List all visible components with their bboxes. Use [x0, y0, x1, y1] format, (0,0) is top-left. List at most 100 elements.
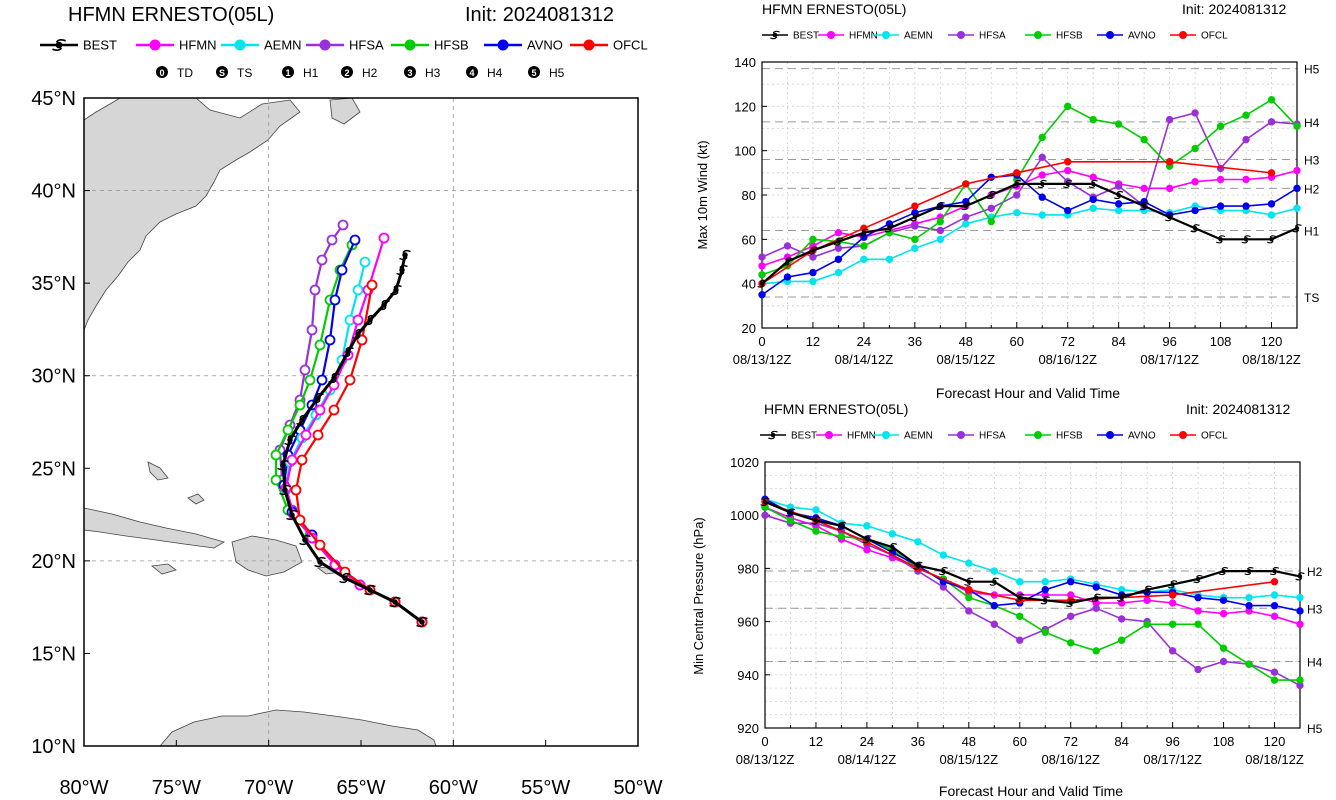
- series-point-aemn: [1041, 578, 1049, 586]
- x-date-label: 08/15/12Z: [940, 752, 999, 767]
- series-point-best: [1244, 567, 1254, 576]
- series-point-hfmn: [758, 262, 766, 270]
- series-point-hfsb: [809, 235, 817, 244]
- series-point-best-core: [1014, 181, 1019, 187]
- series-point-best-arm-lower: [1244, 572, 1252, 576]
- series-point-best-arm-upper: [1043, 596, 1050, 599]
- series-line-avno: [761, 174, 1298, 296]
- series-point-best-core: [836, 239, 841, 244]
- map-best-track-symbol-core: [399, 267, 405, 273]
- series-point-best-arm-upper: [1065, 179, 1073, 183]
- series-point-best-arm-upper: [1145, 585, 1152, 589]
- series-point-hfmn: [1219, 609, 1228, 618]
- map-lon-label: 60°W: [429, 777, 478, 799]
- series-point-best: [782, 257, 793, 266]
- series-point-best: [785, 508, 796, 517]
- series-point-hfsa: [1267, 118, 1276, 126]
- series-point-best-arm-upper: [839, 521, 847, 525]
- series-point-best-core: [963, 203, 969, 209]
- map-best-track-symbol-arm-upper: [381, 300, 390, 304]
- series-point-best: [1040, 596, 1050, 605]
- map-grid: [84, 98, 638, 746]
- category-label: H5: [1307, 722, 1323, 736]
- legend-label-aemn: AEMN: [904, 31, 933, 42]
- series-point-avno: [1038, 193, 1046, 201]
- series-point-aemn: [1296, 593, 1304, 602]
- series-point-best-arm-lower: [1114, 196, 1121, 199]
- series-point-best: [935, 202, 945, 211]
- series-point-best-arm-lower: [859, 234, 866, 237]
- series-point-best: [1142, 585, 1152, 594]
- map-title: HFMN ERNESTO(05L): [68, 4, 274, 26]
- series-point-best-arm-lower: [785, 514, 793, 517]
- series-point-aemn: [812, 506, 820, 514]
- series-point-aemn: [965, 559, 973, 567]
- series-point-best: [808, 246, 818, 255]
- category-label: H2: [1307, 565, 1323, 579]
- series-point-best: [989, 577, 999, 586]
- series-point-best-arm-upper: [1246, 567, 1254, 570]
- series-point-hfsb: [837, 532, 846, 541]
- map-best-track-symbol-arm-lower: [299, 541, 308, 545]
- series-point-best-core: [1093, 595, 1099, 600]
- series-point-best-arm-upper: [1221, 567, 1229, 570]
- x-tick-label: 0: [758, 334, 765, 349]
- series-point-best: [862, 535, 872, 544]
- series-point-best-arm-upper: [759, 279, 767, 283]
- map-best-track-symbol: [390, 285, 402, 295]
- series-point-best: [1088, 179, 1098, 188]
- map-track-point-avno: [349, 234, 361, 246]
- map-best-track-symbol-core: [342, 575, 348, 581]
- x-date-label: 08/16/12Z: [1038, 352, 1097, 367]
- series-point-best-core: [1297, 574, 1303, 579]
- series-point-hfmn: [1140, 184, 1148, 193]
- series-point-best-arm-upper: [915, 561, 923, 565]
- hispaniola-land: [231, 535, 303, 577]
- series-point-best-core: [890, 544, 895, 550]
- series-point-hfmn: [1293, 166, 1301, 175]
- series-point-best-core: [1170, 582, 1175, 587]
- legend-label-hfsb: HFSB: [434, 38, 469, 53]
- series-point-best-arm-upper: [1017, 593, 1025, 597]
- series-point-ofcl: [965, 585, 973, 594]
- intensity-label-h3: H3: [425, 66, 441, 80]
- series-point-best: [811, 516, 821, 525]
- map-best-track-symbol-arm-lower: [339, 579, 348, 583]
- y-tick-label: 60: [742, 232, 756, 247]
- x-date-label: 08/14/12Z: [835, 352, 894, 367]
- series-point-best-arm-upper: [890, 543, 897, 546]
- legend-label-ofcl: OFCL: [613, 38, 648, 53]
- intensity-symbol-h1: [282, 66, 294, 78]
- map-best-track-symbol: [352, 329, 364, 339]
- series-point-aemn: [962, 220, 970, 228]
- map-panel: HFMN ERNESTO(05L) Init: 2024081312 BEST H…: [31, 4, 662, 799]
- map-best-track-symbol-arm-lower: [328, 379, 337, 383]
- series-point-best-arm-upper: [989, 191, 996, 194]
- intensity-glyph-td: 0: [159, 68, 164, 78]
- category-label: H3: [1304, 154, 1320, 168]
- series-point-best-arm-lower: [938, 572, 946, 576]
- series-best: [760, 497, 1305, 607]
- map-best-track-symbol-arm-upper: [399, 265, 408, 269]
- map-best-track-symbol-arm-upper: [367, 315, 376, 319]
- series-point-best-arm-upper: [1170, 580, 1178, 583]
- map-best-track-symbol: [314, 557, 326, 567]
- series-point-hfsa: [936, 226, 945, 235]
- map-best-track-symbol-arm-lower: [389, 603, 398, 607]
- north-america-land: [83, 97, 301, 331]
- series-point-best-core: [1221, 568, 1226, 574]
- x-tick-label: 96: [1162, 334, 1176, 349]
- y-tick-label: 940: [737, 668, 759, 683]
- x-tick-label: 84: [1111, 334, 1125, 349]
- series-point-hfmn: [1143, 596, 1151, 605]
- series-point-best-arm-upper: [1119, 593, 1127, 597]
- series-point-best-arm-lower: [757, 285, 765, 288]
- series-point-best-arm-lower: [1215, 240, 1223, 244]
- series-point-best: [1165, 213, 1175, 222]
- map-track-point-hfmn: [300, 429, 312, 441]
- series-point-hfmn: [1216, 175, 1225, 184]
- series-point-best: [961, 202, 971, 211]
- legend-label-aemn: AEMN: [904, 431, 933, 442]
- map-lat-label: 10°N: [31, 736, 76, 758]
- series-point-ofcl: [1165, 158, 1174, 166]
